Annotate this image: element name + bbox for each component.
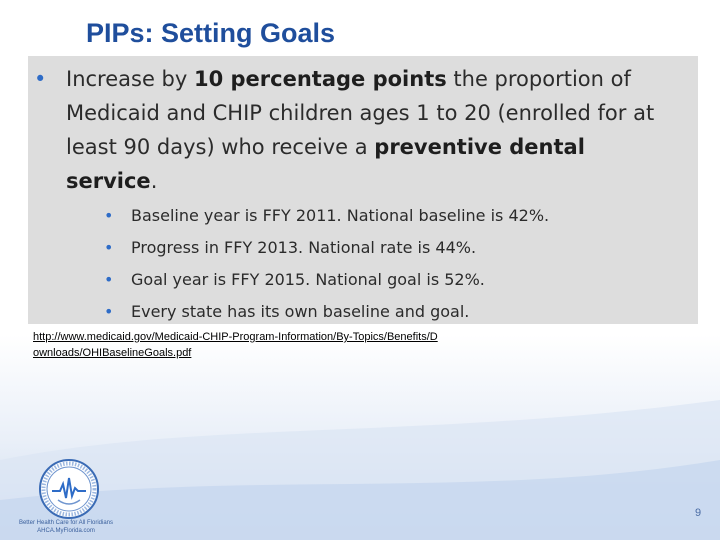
sub-bullet-list: • Baseline year is FFY 2011. National bas… bbox=[104, 200, 674, 328]
main-bullet-emphasis: 10 percentage points bbox=[193, 67, 447, 91]
sub-bullet-text: Baseline year is FFY 2011. National base… bbox=[131, 206, 550, 225]
main-bullet-emphasis: preventive dental service bbox=[66, 135, 585, 193]
main-bullet-segment: the proportion of Medicaid and CHIP chil… bbox=[66, 67, 655, 159]
slide-title: PIPs: Setting Goals bbox=[86, 18, 336, 48]
sub-bullet-text: Every state has its own baseline and goa… bbox=[131, 302, 470, 321]
main-bullet-text: Increase by 10 percentage points the pro… bbox=[66, 62, 674, 198]
sub-bullet-icon: • bbox=[104, 206, 114, 225]
main-bullet: • Increase by 10 percentage points the p… bbox=[34, 62, 674, 198]
page-number: 9 bbox=[694, 507, 702, 519]
sub-bullet-text: Progress in FFY 2013. National rate is 4… bbox=[131, 238, 477, 257]
sub-bullet-icon: • bbox=[104, 302, 114, 321]
sub-bullet-item: • Goal year is FFY 2015. National goal is… bbox=[104, 264, 674, 296]
sub-bullet-text: Goal year is FFY 2015. National goal is … bbox=[131, 270, 485, 289]
main-bullet-segment: Increase by bbox=[66, 67, 194, 91]
main-bullet-segment: . bbox=[150, 169, 158, 193]
sub-bullet-item: • Every state has its own baseline and go… bbox=[104, 296, 674, 328]
agency-seal-icon bbox=[39, 459, 99, 519]
logo-tagline: Better Health Care for All Floridians bbox=[18, 520, 114, 526]
bullet-icon: • bbox=[34, 67, 47, 91]
sub-bullet-icon: • bbox=[104, 270, 114, 289]
content-panel bbox=[28, 56, 698, 324]
source-link[interactable]: http://www.medicaid.gov/Medicaid-CHIP-Pr… bbox=[33, 331, 438, 359]
logo-website: AHCA.MyFlorida.com bbox=[37, 528, 95, 534]
sub-bullet-icon: • bbox=[104, 238, 114, 257]
sub-bullet-item: • Progress in FFY 2013. National rate is … bbox=[104, 232, 674, 264]
agency-logo: Better Health Care for All Floridians AH… bbox=[8, 458, 120, 536]
sub-bullet-item: • Baseline year is FFY 2011. National bas… bbox=[104, 200, 674, 232]
